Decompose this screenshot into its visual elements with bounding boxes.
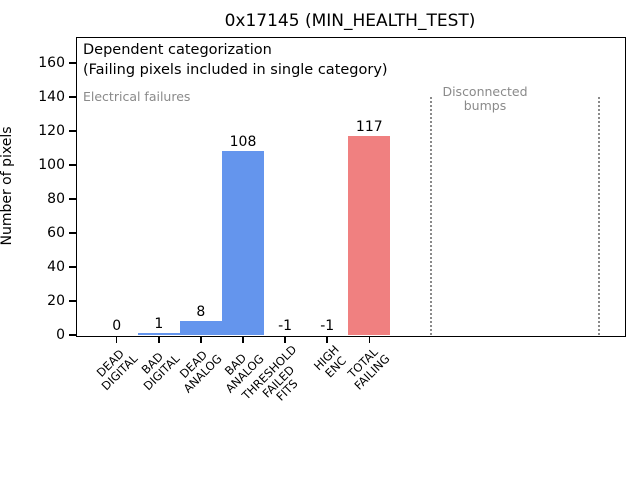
- y-tick-label: 20: [47, 293, 65, 309]
- plot-area: [75, 36, 626, 337]
- y-tick-label: 60: [47, 225, 65, 241]
- bar-value-label: 1: [154, 316, 164, 333]
- y-tick-mark: [69, 266, 76, 268]
- bar-value-label: 108: [229, 134, 257, 151]
- y-tick-mark: [69, 232, 76, 234]
- y-tick-label: 140: [38, 89, 65, 105]
- y-tick-mark: [69, 62, 76, 64]
- y-tick-label: 160: [38, 55, 65, 71]
- bar-value-label: -1: [278, 318, 293, 334]
- x-tick-label: BAD DIGITAL: [138, 349, 182, 393]
- chart-title: 0x17145 (MIN_HEALTH_TEST): [224, 11, 476, 31]
- bar-total-failing: [348, 136, 391, 335]
- disconnected-region-vline-2: [598, 97, 600, 335]
- bar-value-label: -1: [320, 318, 335, 334]
- x-tick-mark: [200, 336, 202, 343]
- y-tick-mark: [69, 334, 76, 336]
- y-tick-mark: [69, 198, 76, 200]
- bar-bad-digital: [137, 333, 180, 335]
- y-tick-mark: [69, 164, 76, 166]
- annotation-dependent-categorization: Dependent categorization (Failing pixels…: [83, 42, 388, 78]
- x-tick-mark: [326, 336, 328, 343]
- x-tick-mark: [115, 336, 118, 343]
- y-tick-mark: [69, 96, 76, 98]
- y-tick-mark: [69, 130, 76, 132]
- x-tick-mark: [242, 336, 244, 343]
- y-tick-label: 100: [38, 157, 65, 173]
- y-tick-mark: [69, 300, 76, 302]
- x-tick-mark: [158, 336, 160, 343]
- x-tick-label: TOTAL FAILING: [345, 344, 393, 393]
- annotation-electrical-failures: Electrical failures: [83, 89, 191, 104]
- bar-bad-analog: [222, 151, 264, 335]
- bar-value-label: 8: [196, 304, 206, 321]
- bar-dead-analog: [179, 321, 222, 335]
- y-tick-label: 40: [47, 259, 65, 275]
- annotation-disconnected-bumps: Disconnected bumps: [442, 84, 528, 113]
- bar-value-label: 117: [355, 119, 383, 136]
- y-tick-label: 0: [56, 327, 65, 343]
- x-tick-mark: [284, 336, 286, 343]
- x-tick-mark: [368, 336, 371, 343]
- x-tick-label: DEAD DIGITAL: [93, 346, 140, 393]
- disconnected-region-vline-1: [430, 97, 432, 335]
- y-tick-label: 80: [47, 191, 65, 207]
- bar-value-label: 0: [112, 318, 122, 334]
- y-tick-label: 120: [38, 123, 65, 139]
- x-tick-label: DEAD ANALOG: [176, 347, 224, 396]
